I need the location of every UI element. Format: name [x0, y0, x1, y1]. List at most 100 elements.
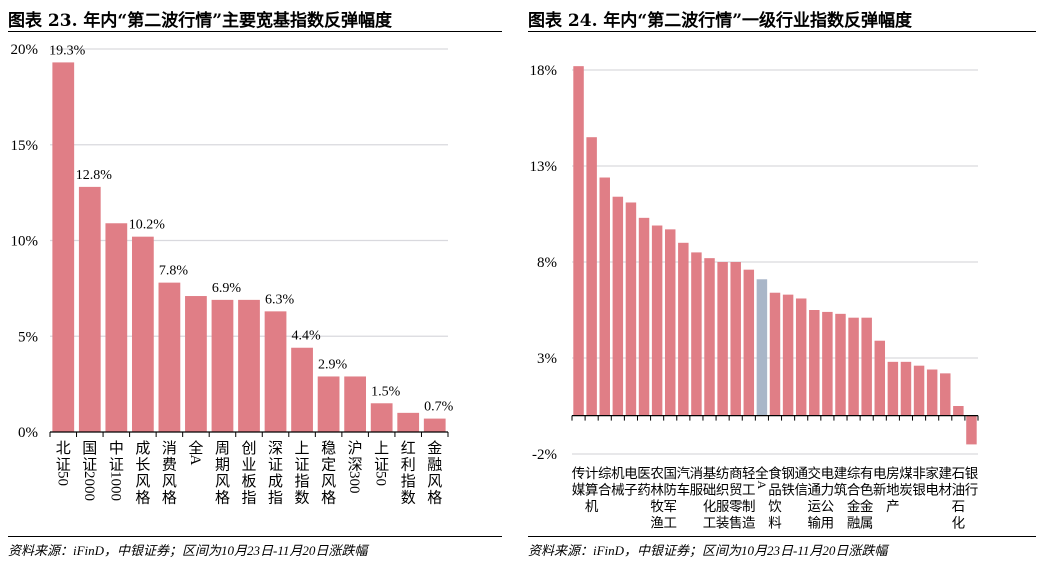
svg-text:通: 通: [794, 466, 808, 481]
svg-text:信: 信: [794, 483, 808, 498]
svg-text:子: 子: [624, 483, 638, 498]
svg-text:化: 化: [952, 516, 966, 531]
bar: [769, 292, 781, 416]
svg-text:食: 食: [768, 465, 782, 481]
bar: [809, 310, 820, 416]
svg-text:数: 数: [295, 490, 310, 507]
bar: [835, 313, 846, 416]
bar: [185, 296, 207, 432]
svg-text:300: 300: [346, 471, 362, 494]
svg-text:运: 运: [808, 499, 822, 514]
svg-text:电: 电: [925, 483, 939, 498]
bar: [52, 62, 75, 432]
svg-text:合: 合: [598, 483, 612, 498]
data-label: 4.4%: [291, 329, 321, 344]
svg-text:药: 药: [637, 483, 651, 498]
x-tick-label: 综合: [598, 466, 612, 498]
svg-text:础: 础: [703, 483, 717, 498]
svg-text:新: 新: [873, 483, 887, 498]
data-label: 10.2%: [129, 218, 166, 233]
svg-text:轻: 轻: [742, 466, 756, 481]
bar: [861, 317, 872, 416]
svg-text:格: 格: [135, 490, 150, 507]
x-tick-label: 家电: [925, 465, 939, 498]
svg-text:上: 上: [295, 440, 310, 457]
bar: [704, 258, 715, 416]
bar: [78, 186, 101, 432]
svg-text:深: 深: [348, 457, 363, 474]
x-tick-label: 房地产: [886, 466, 900, 514]
svg-text:机: 机: [611, 466, 625, 481]
svg-text:上: 上: [374, 440, 389, 457]
svg-text:钢: 钢: [781, 466, 795, 481]
svg-text:指: 指: [295, 473, 310, 490]
svg-text:中: 中: [109, 440, 124, 457]
bar: [291, 347, 313, 432]
bar: [264, 311, 287, 432]
svg-text:化: 化: [703, 499, 717, 514]
bar: [317, 376, 340, 432]
x-tick-label: 电子: [624, 466, 638, 498]
bar: [913, 365, 925, 416]
data-label: 2.9%: [318, 357, 348, 372]
svg-text:A: A: [755, 481, 769, 490]
svg-text:2000: 2000: [81, 471, 97, 501]
svg-text:传: 传: [572, 466, 586, 481]
svg-text:深: 深: [268, 440, 283, 457]
svg-text:医: 医: [637, 466, 651, 481]
bar: [599, 177, 610, 416]
svg-text:1000: 1000: [107, 471, 123, 501]
svg-text:证: 证: [82, 457, 97, 474]
bar: [651, 225, 663, 416]
svg-text:色: 色: [860, 482, 874, 498]
svg-text:红: 红: [401, 440, 416, 457]
bar: [717, 262, 728, 416]
bar: [678, 242, 689, 416]
svg-text:贸: 贸: [729, 483, 743, 498]
x-tick-label: 计算机: [585, 466, 599, 514]
svg-text:地: 地: [886, 483, 900, 498]
svg-text:车: 车: [677, 482, 691, 498]
x-tick-label: 全A: [755, 465, 769, 490]
bar: [691, 252, 702, 416]
svg-text:证: 证: [56, 457, 71, 474]
svg-text:饮: 饮: [768, 499, 782, 514]
bar: [638, 217, 650, 416]
svg-text:零: 零: [729, 499, 743, 514]
svg-text:合: 合: [847, 483, 861, 498]
data-label: 12.8%: [76, 168, 113, 183]
svg-text:工: 工: [663, 516, 677, 531]
x-tick-label: 非银: [912, 466, 926, 498]
svg-text:融: 融: [427, 457, 442, 474]
svg-text:周: 周: [215, 440, 230, 457]
source-rule: [8, 536, 502, 537]
svg-text:牧: 牧: [650, 499, 664, 514]
svg-text:铁: 铁: [781, 483, 795, 498]
bar: [743, 269, 755, 416]
data-label: 6.3%: [265, 292, 295, 307]
svg-text:防: 防: [663, 483, 677, 498]
svg-text:稳: 稳: [321, 440, 336, 457]
svg-text:全: 全: [755, 465, 769, 481]
bar: [423, 418, 446, 432]
bar: [238, 299, 260, 432]
svg-text:创: 创: [241, 440, 256, 457]
svg-text:证: 证: [295, 457, 310, 474]
svg-text:消: 消: [162, 440, 177, 457]
y-tick-label: 18%: [530, 63, 558, 79]
title-rule: [8, 31, 502, 32]
svg-text:金: 金: [860, 499, 874, 514]
svg-text:消: 消: [690, 466, 704, 481]
bar: [664, 229, 676, 416]
